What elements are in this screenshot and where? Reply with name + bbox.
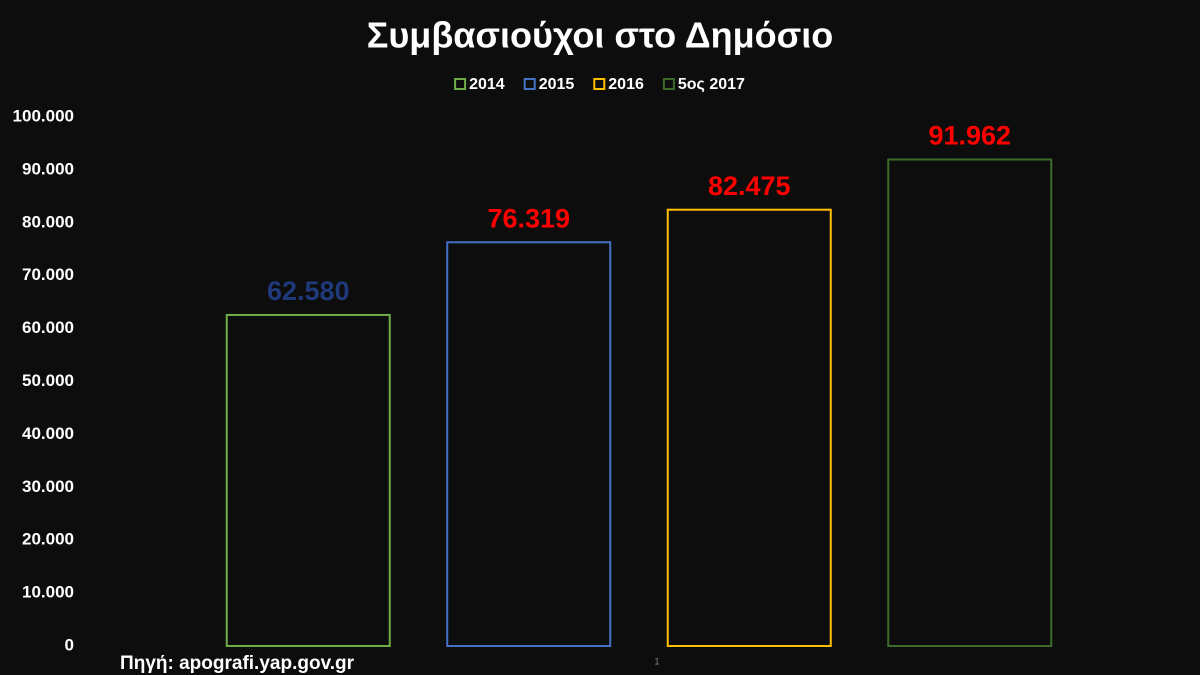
y-tick-label: 90.000 <box>22 159 74 178</box>
y-tick-label: 60.000 <box>22 318 74 337</box>
source-note: Πηγή: apografi.yap.gov.gr <box>120 653 355 674</box>
value-label: 76.319 <box>487 203 570 233</box>
legend-label: 2014 <box>469 76 505 93</box>
legend-swatch <box>593 78 606 90</box>
y-tick-label: 70.000 <box>22 265 74 284</box>
y-tick-label: 0 <box>65 635 74 654</box>
y-tick-label: 40.000 <box>22 424 74 443</box>
y-tick-label: 30.000 <box>22 477 74 496</box>
bar <box>666 208 832 647</box>
legend-label: 2015 <box>539 76 575 93</box>
legend-label: 5ος 2017 <box>678 76 745 93</box>
value-label: 82.475 <box>708 171 791 201</box>
y-tick-label: 10.000 <box>22 583 74 602</box>
bar <box>446 241 612 647</box>
legend-label: 2016 <box>608 76 644 93</box>
y-tick-label: 20.000 <box>22 530 74 549</box>
y-tick-label: 50.000 <box>22 371 74 390</box>
legend-swatch <box>454 78 467 90</box>
value-label: 62.580 <box>267 276 350 306</box>
y-tick-label: 80.000 <box>22 212 74 231</box>
bar <box>887 158 1053 647</box>
value-label: 91.962 <box>928 121 1011 151</box>
legend-swatch <box>662 78 675 90</box>
chart-title: Συμβασιούχοι στο Δημόσιο <box>367 15 834 56</box>
bar <box>225 313 391 647</box>
y-tick-label: 100.000 <box>13 106 74 125</box>
legend-swatch <box>523 78 536 90</box>
x-tick-label: 1 <box>654 656 659 666</box>
